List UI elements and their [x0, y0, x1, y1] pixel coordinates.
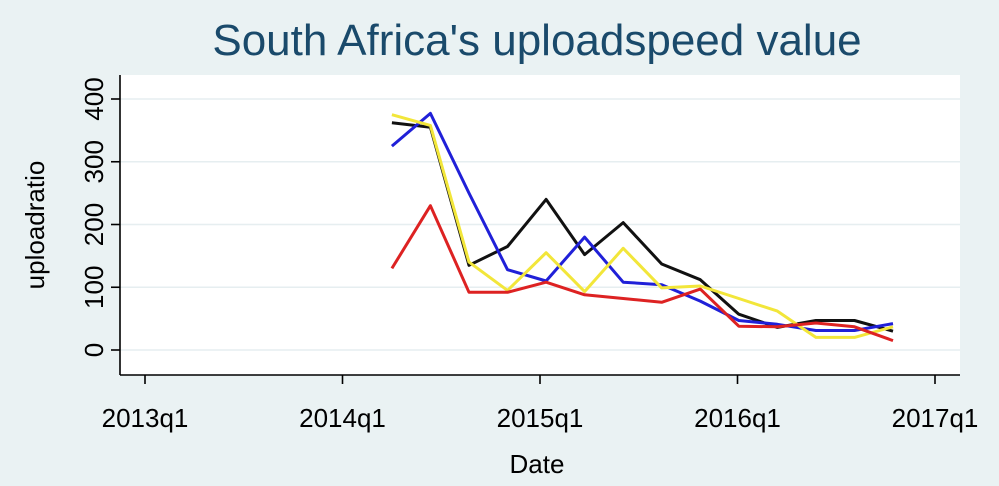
series-line-2	[390, 111, 894, 332]
x-tick-label: 2013q1	[102, 403, 189, 433]
series-line-3	[391, 113, 894, 339]
x-tick-label: 2015q1	[497, 403, 584, 433]
y-tick-label: 100	[79, 266, 109, 309]
y-tick-label: 0	[79, 343, 109, 357]
y-tick-label: 200	[79, 203, 109, 246]
series-line-4	[390, 204, 894, 343]
grid-lines	[120, 98, 960, 351]
series-line-1	[391, 121, 894, 333]
chart-title: South Africa's uploadspeed value	[212, 16, 861, 65]
series-lines	[390, 111, 894, 343]
y-axis-label: uploadratio	[20, 161, 50, 290]
y-axis-ticks: 0 100 200 300 400	[79, 77, 120, 357]
x-tick-label: 2017q1	[892, 403, 979, 433]
x-tick-label: 2016q1	[694, 403, 781, 433]
x-tick-label: 2014q1	[299, 403, 386, 433]
y-tick-label: 400	[79, 77, 109, 120]
x-axis-ticks: 2013q1 2014q1 2015q1 2016q1 2017q1	[102, 375, 979, 433]
x-axis-label: Date	[510, 449, 565, 479]
y-tick-label: 300	[79, 140, 109, 183]
